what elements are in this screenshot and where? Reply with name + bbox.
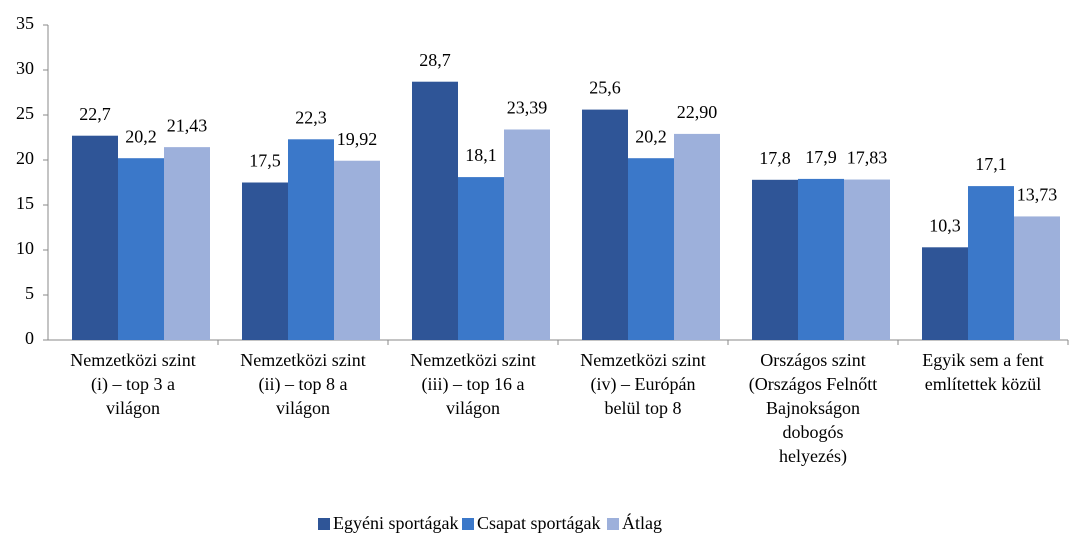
x-tick-label-line: (i) – top 3 a [91,374,175,395]
x-tick-label-line: említettek közül [925,374,1041,394]
value-label: 22,7 [79,104,111,124]
legend-swatch [462,518,474,530]
bar [674,133,720,340]
bar [844,179,890,340]
bar [968,186,1014,340]
x-tick-label-line: világon [106,398,160,418]
x-tick-label: Országos szint (Országos Felnőtt Bajnokság… [749,350,877,467]
x-tick-label-line: dobogós [782,422,843,442]
x-tick-label-line: Bajnokságon [766,398,860,418]
bar [72,135,118,340]
value-label: 18,1 [465,145,497,165]
value-label: 17,5 [249,151,281,171]
y-tick-label: 5 [25,283,34,303]
y-tick-label: 20 [16,148,34,168]
legend-label: Átlag [622,512,662,533]
value-label: 17,9 [805,147,837,167]
legend-label: Egyéni sportágak [333,513,458,533]
bar [412,81,458,340]
bar [1014,216,1060,340]
value-label: 20,2 [635,126,667,146]
x-tick-label-line: helyezés) [779,446,847,467]
value-label: 28,7 [419,50,451,70]
y-tick-label: 10 [16,238,34,258]
value-label: 23,39 [507,98,548,118]
bar [752,179,798,340]
x-tick-label-line: Nemzetközi szint [240,350,365,370]
value-label: 25,6 [589,78,621,98]
y-tick-label: 25 [16,103,34,123]
x-tick-label: Egyik sem a fent említettek közül [922,350,1043,394]
bar [458,177,504,340]
x-tick-label: Nemzetközi szint (iv) – Európán belül top … [580,350,705,418]
bar [164,147,210,340]
x-tick-label-line: (Országos Felnőtt [749,374,877,395]
value-label: 17,1 [975,154,1007,174]
value-label: 17,83 [847,148,888,168]
legend-label: Csapat sportágak [477,513,600,533]
legend-swatch [318,518,330,530]
x-tick-label-line: Egyik sem a fent [922,350,1043,370]
value-label: 17,8 [759,148,791,168]
bar [582,109,628,340]
bar [288,139,334,340]
value-label: 22,3 [295,107,327,127]
x-tick-label-line: világon [276,398,330,418]
x-tick-label: Nemzetközi szint (ii) – top 8 a világon [240,350,365,418]
bar [334,160,380,340]
value-label: 22,90 [677,102,718,122]
x-tick-label: Nemzetközi szint (i) – top 3 a világon [70,350,195,418]
value-label: 10,3 [929,215,961,235]
x-tick-label-line: belül top 8 [605,398,682,418]
x-tick-label-line: világon [446,398,500,418]
bar [798,178,844,340]
bar [242,182,288,340]
x-tick-label-line: (ii) – top 8 a [259,374,348,395]
y-tick-label: 35 [16,13,34,33]
y-tick-label: 30 [16,58,34,78]
legend-swatch [607,518,619,530]
x-tick-label-line: Nemzetközi szint [70,350,195,370]
x-tick-label-line: Országos szint [760,350,865,370]
bar [504,129,550,340]
value-label: 19,92 [337,129,378,149]
y-tick-label: 0 [25,328,34,348]
y-tick-label: 15 [16,193,34,213]
x-tick-label-line: Nemzetközi szint [580,350,705,370]
x-tick-label-line: Nemzetközi szint [410,350,535,370]
x-tick-label-line: (iv) – Európán [591,374,696,395]
bar [118,158,164,340]
value-label: 20,2 [125,126,157,146]
x-tick-label: Nemzetközi szint (iii) – top 16 a világon [410,350,535,418]
x-tick-label-line: (iii) – top 16 a [422,374,525,395]
bar [628,158,674,340]
bar [922,247,968,340]
value-label: 13,73 [1017,185,1058,205]
value-label: 21,43 [167,115,208,135]
